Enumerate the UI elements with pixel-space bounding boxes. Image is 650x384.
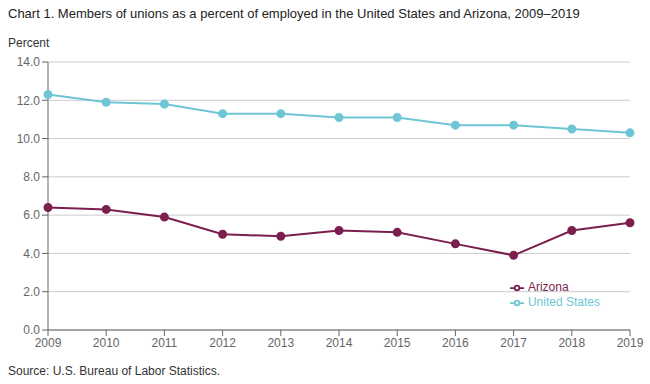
svg-text:2009: 2009 bbox=[35, 336, 62, 350]
svg-text:2019: 2019 bbox=[617, 336, 642, 350]
svg-text:14.0: 14.0 bbox=[17, 55, 41, 69]
svg-text:0.0: 0.0 bbox=[23, 323, 40, 337]
svg-text:2018: 2018 bbox=[558, 336, 585, 350]
svg-text:4.0: 4.0 bbox=[23, 247, 40, 261]
svg-text:2015: 2015 bbox=[384, 336, 411, 350]
html-text:United States: United States bbox=[528, 295, 600, 310]
svg-text:2013: 2013 bbox=[267, 336, 294, 350]
html-text:Percent: Percent bbox=[8, 36, 50, 50]
svg-text:2.0: 2.0 bbox=[23, 285, 40, 299]
svg-text:2010: 2010 bbox=[93, 336, 120, 350]
svg-text:2011: 2011 bbox=[151, 336, 177, 350]
svg-text:10.0: 10.0 bbox=[17, 132, 41, 146]
svg-text:8.0: 8.0 bbox=[23, 170, 40, 184]
html-text:Arizona: Arizona bbox=[528, 280, 569, 295]
svg-text:2014: 2014 bbox=[326, 336, 353, 350]
html-text:Chart 1. Members of unions as: Chart 1. Members of unions as a percent … bbox=[8, 6, 580, 21]
html-text:Source: U.S. Bureau of Labor S: Source: U.S. Bureau of Labor Statistics. bbox=[8, 364, 221, 378]
svg-text:2016: 2016 bbox=[442, 336, 469, 350]
svg-text:12.0: 12.0 bbox=[17, 94, 41, 108]
svg-text:6.0: 6.0 bbox=[23, 208, 40, 222]
svg-text:2012: 2012 bbox=[209, 336, 236, 350]
svg-text:2017: 2017 bbox=[500, 336, 527, 350]
